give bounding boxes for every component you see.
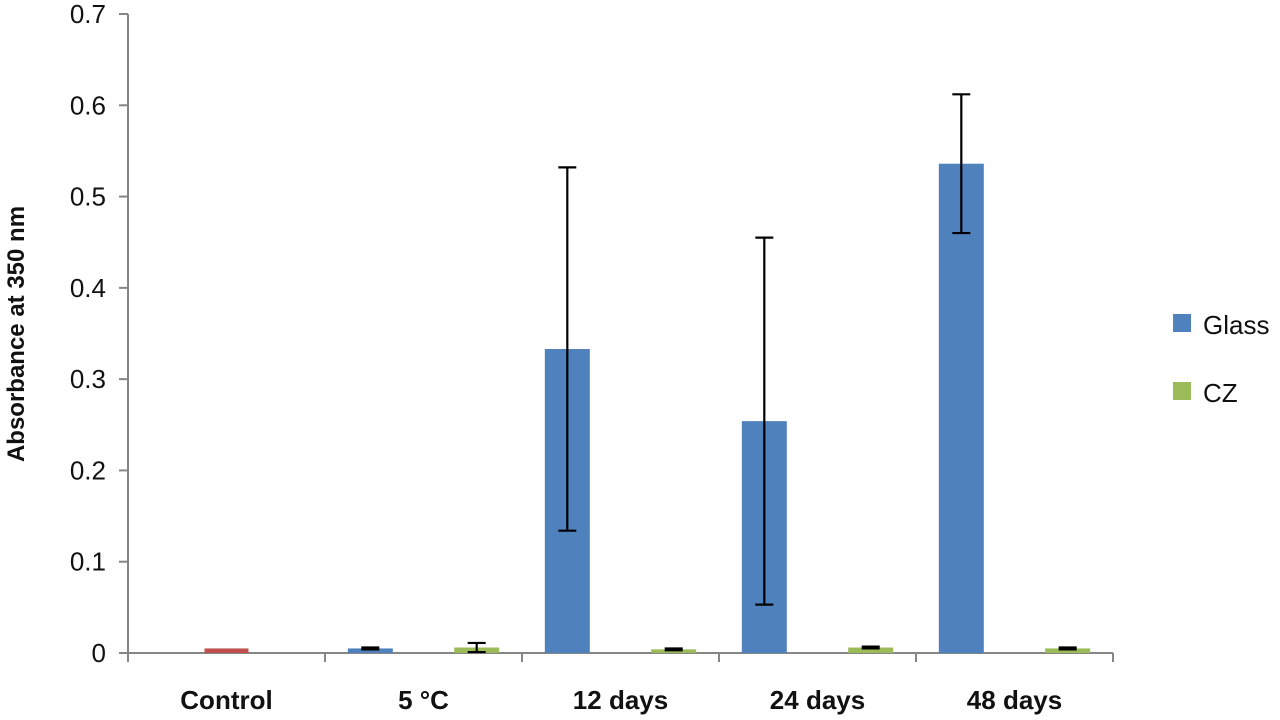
y-tick-label: 0.2 [70, 455, 106, 485]
axis-labels: Absorbance at 350 nm [3, 206, 30, 462]
x-tick-label: 12 days [573, 685, 668, 715]
legend-swatch [1173, 314, 1191, 332]
y-tick-label: 0.1 [70, 547, 106, 577]
y-tick-label: 0 [92, 638, 106, 668]
x-tick-label: Control [180, 685, 272, 715]
bar-cz [848, 647, 894, 653]
legend-label: CZ [1203, 378, 1238, 408]
legend: Glass CZ [1173, 310, 1269, 408]
legend-label: Glass [1203, 310, 1269, 340]
y-axis-label: Absorbance at 350 nm [3, 206, 30, 462]
error-bars [361, 93, 1077, 654]
bars [204, 163, 1091, 654]
x-tick-label: 5 °C [398, 685, 449, 715]
axes: 0 0.1 0.2 0.3 0.4 0.5 0.6 0.7 Control 5 °C 12 days… [70, 0, 1114, 715]
y-tick-label: 0.7 [70, 0, 106, 29]
y-tick-label: 0.6 [70, 90, 106, 120]
y-tick-label: 0.4 [70, 273, 106, 303]
bar-glass [347, 648, 393, 653]
legend-swatch [1173, 382, 1191, 400]
x-tick-label: 24 days [770, 685, 865, 715]
bar-cz [1045, 648, 1091, 653]
x-tick-label: 48 days [967, 685, 1062, 715]
y-tick-label: 0.5 [70, 182, 106, 212]
bar-control [204, 648, 249, 653]
y-tick-label: 0.3 [70, 364, 106, 394]
bar-glass [938, 163, 984, 654]
